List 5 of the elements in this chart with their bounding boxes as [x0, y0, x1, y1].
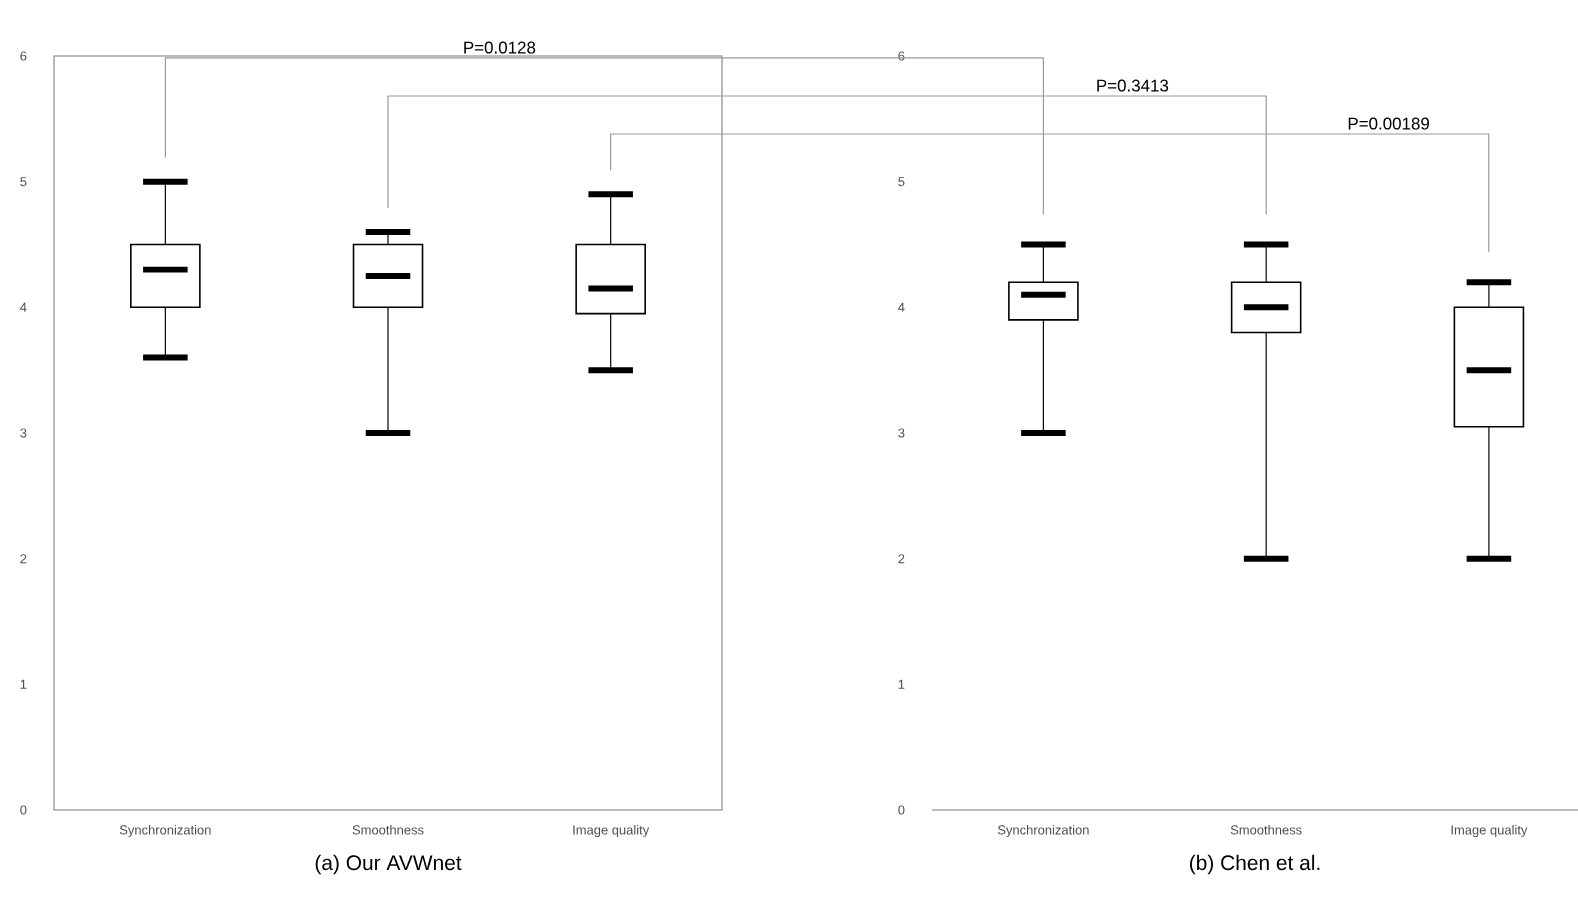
annotation: P=0.3413 — [1097, 79, 1169, 92]
annotation: P=0.00189 — [1348, 117, 1429, 130]
text: P=0.0128 — [464, 41, 536, 54]
x-axis-title: (a) Our AVWnet — [315, 854, 462, 875]
x-axis-title: (b) Chen et al. — [1190, 854, 1320, 875]
